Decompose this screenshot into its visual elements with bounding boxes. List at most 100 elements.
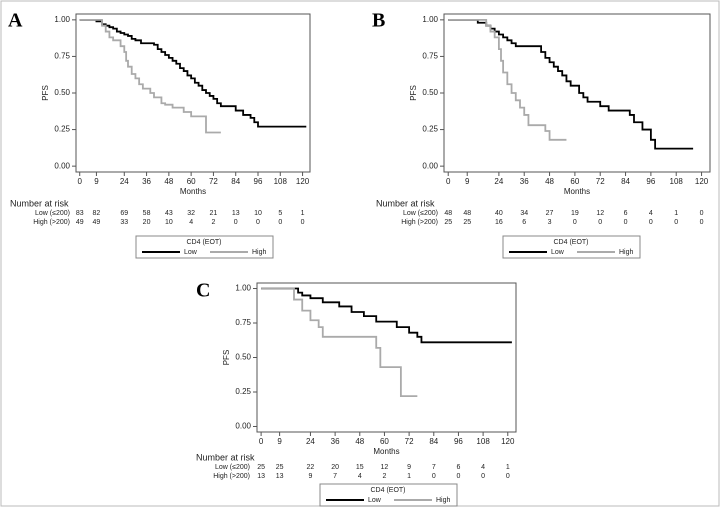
risk-row-label: High (>200) [33, 219, 70, 226]
risk-value: 27 [546, 210, 554, 217]
risk-value: 43 [165, 210, 173, 217]
risk-value: 0 [456, 473, 460, 480]
risk-value: 13 [276, 473, 284, 480]
risk-value: 0 [573, 219, 577, 226]
x-tick-label: 84 [621, 177, 630, 186]
risk-value: 22 [307, 464, 315, 471]
risk-value: 7 [333, 473, 337, 480]
y-tick-label: 1.00 [54, 15, 70, 24]
legend-label: High [619, 249, 634, 256]
y-tick-label: 0.25 [422, 125, 438, 134]
legend-label: High [436, 497, 451, 504]
y-tick-label: 0.75 [422, 52, 438, 61]
risk-value: 49 [76, 219, 84, 226]
x-tick-label: 120 [501, 437, 515, 446]
survival-curve [448, 18, 694, 150]
y-tick-label: 0.75 [235, 318, 251, 327]
panel-label: C [196, 280, 210, 302]
x-tick-label: 120 [296, 177, 310, 186]
risk-value: 15 [356, 464, 364, 471]
x-tick-label: 36 [331, 437, 340, 446]
x-tick-label: 36 [142, 177, 151, 186]
legend-label: Low [368, 497, 382, 504]
survival-curve [79, 18, 221, 134]
risk-value: 4 [189, 219, 193, 226]
x-tick-label: 108 [476, 437, 490, 446]
x-tick-label: 84 [231, 177, 240, 186]
risk-table-title: Number at risk [196, 452, 255, 462]
risk-value: 0 [674, 219, 678, 226]
x-tick-label: 120 [695, 177, 709, 186]
risk-row-label: Low (≤200) [403, 210, 438, 217]
y-tick-label: 1.00 [235, 284, 251, 293]
risk-value: 25 [257, 464, 265, 471]
risk-value: 9 [407, 464, 411, 471]
x-tick-label: 108 [670, 177, 684, 186]
risk-value: 48 [463, 210, 471, 217]
y-tick-label: 0.50 [235, 353, 251, 362]
x-tick-label: 9 [465, 177, 470, 186]
risk-value: 0 [256, 219, 260, 226]
y-tick-label: 0.50 [422, 88, 438, 97]
legend-title: CD4 (EOT) [554, 239, 589, 246]
x-tick-label: 72 [209, 177, 218, 186]
risk-value: 1 [301, 210, 305, 217]
risk-value: 9 [308, 473, 312, 480]
risk-row-label: Low (≤200) [35, 210, 70, 217]
risk-value: 16 [495, 219, 503, 226]
risk-value: 83 [76, 210, 84, 217]
x-tick-label: 48 [545, 177, 554, 186]
legend-title: CD4 (EOT) [371, 487, 406, 494]
x-tick-label: 96 [254, 177, 263, 186]
risk-value: 1 [407, 473, 411, 480]
risk-value: 6 [624, 210, 628, 217]
risk-value: 0 [598, 219, 602, 226]
risk-value: 3 [548, 219, 552, 226]
x-tick-label: 0 [446, 177, 451, 186]
x-tick-label: 0 [77, 177, 82, 186]
panel-label: A [8, 10, 23, 32]
x-tick-label: 48 [355, 437, 364, 446]
x-tick-label: 36 [520, 177, 529, 186]
legend-title: CD4 (EOT) [187, 239, 222, 246]
risk-value: 40 [495, 210, 503, 217]
risk-value: 13 [257, 473, 265, 480]
risk-value: 0 [432, 473, 436, 480]
risk-value: 1 [674, 210, 678, 217]
risk-value: 5 [278, 210, 282, 217]
risk-table-title: Number at risk [10, 198, 69, 208]
x-tick-label: 96 [454, 437, 463, 446]
y-tick-label: 0.25 [235, 387, 251, 396]
risk-value: 0 [700, 210, 704, 217]
risk-row-label: High (>200) [213, 473, 250, 480]
legend-label: Low [551, 249, 565, 256]
survival-curve [261, 287, 512, 344]
risk-value: 48 [444, 210, 452, 217]
y-tick-label: 0.50 [54, 88, 70, 97]
risk-value: 4 [649, 210, 653, 217]
x-axis-label: Months [180, 187, 206, 196]
risk-value: 32 [187, 210, 195, 217]
x-tick-label: 48 [164, 177, 173, 186]
y-tick-label: 0.25 [54, 125, 70, 134]
x-tick-label: 24 [306, 437, 315, 446]
x-tick-label: 60 [187, 177, 196, 186]
risk-value: 1 [506, 464, 510, 471]
survival-curve [261, 287, 418, 398]
x-tick-label: 24 [494, 177, 503, 186]
risk-value: 2 [382, 473, 386, 480]
x-tick-label: 72 [405, 437, 414, 446]
risk-value: 25 [444, 219, 452, 226]
x-tick-label: 0 [259, 437, 264, 446]
risk-value: 0 [700, 219, 704, 226]
risk-value: 12 [381, 464, 389, 471]
y-tick-label: 0.75 [54, 52, 70, 61]
risk-value: 2 [211, 219, 215, 226]
survival-curve [448, 18, 567, 141]
risk-value: 33 [120, 219, 128, 226]
risk-value: 20 [331, 464, 339, 471]
panel-label: B [372, 10, 385, 32]
x-tick-label: 72 [596, 177, 605, 186]
